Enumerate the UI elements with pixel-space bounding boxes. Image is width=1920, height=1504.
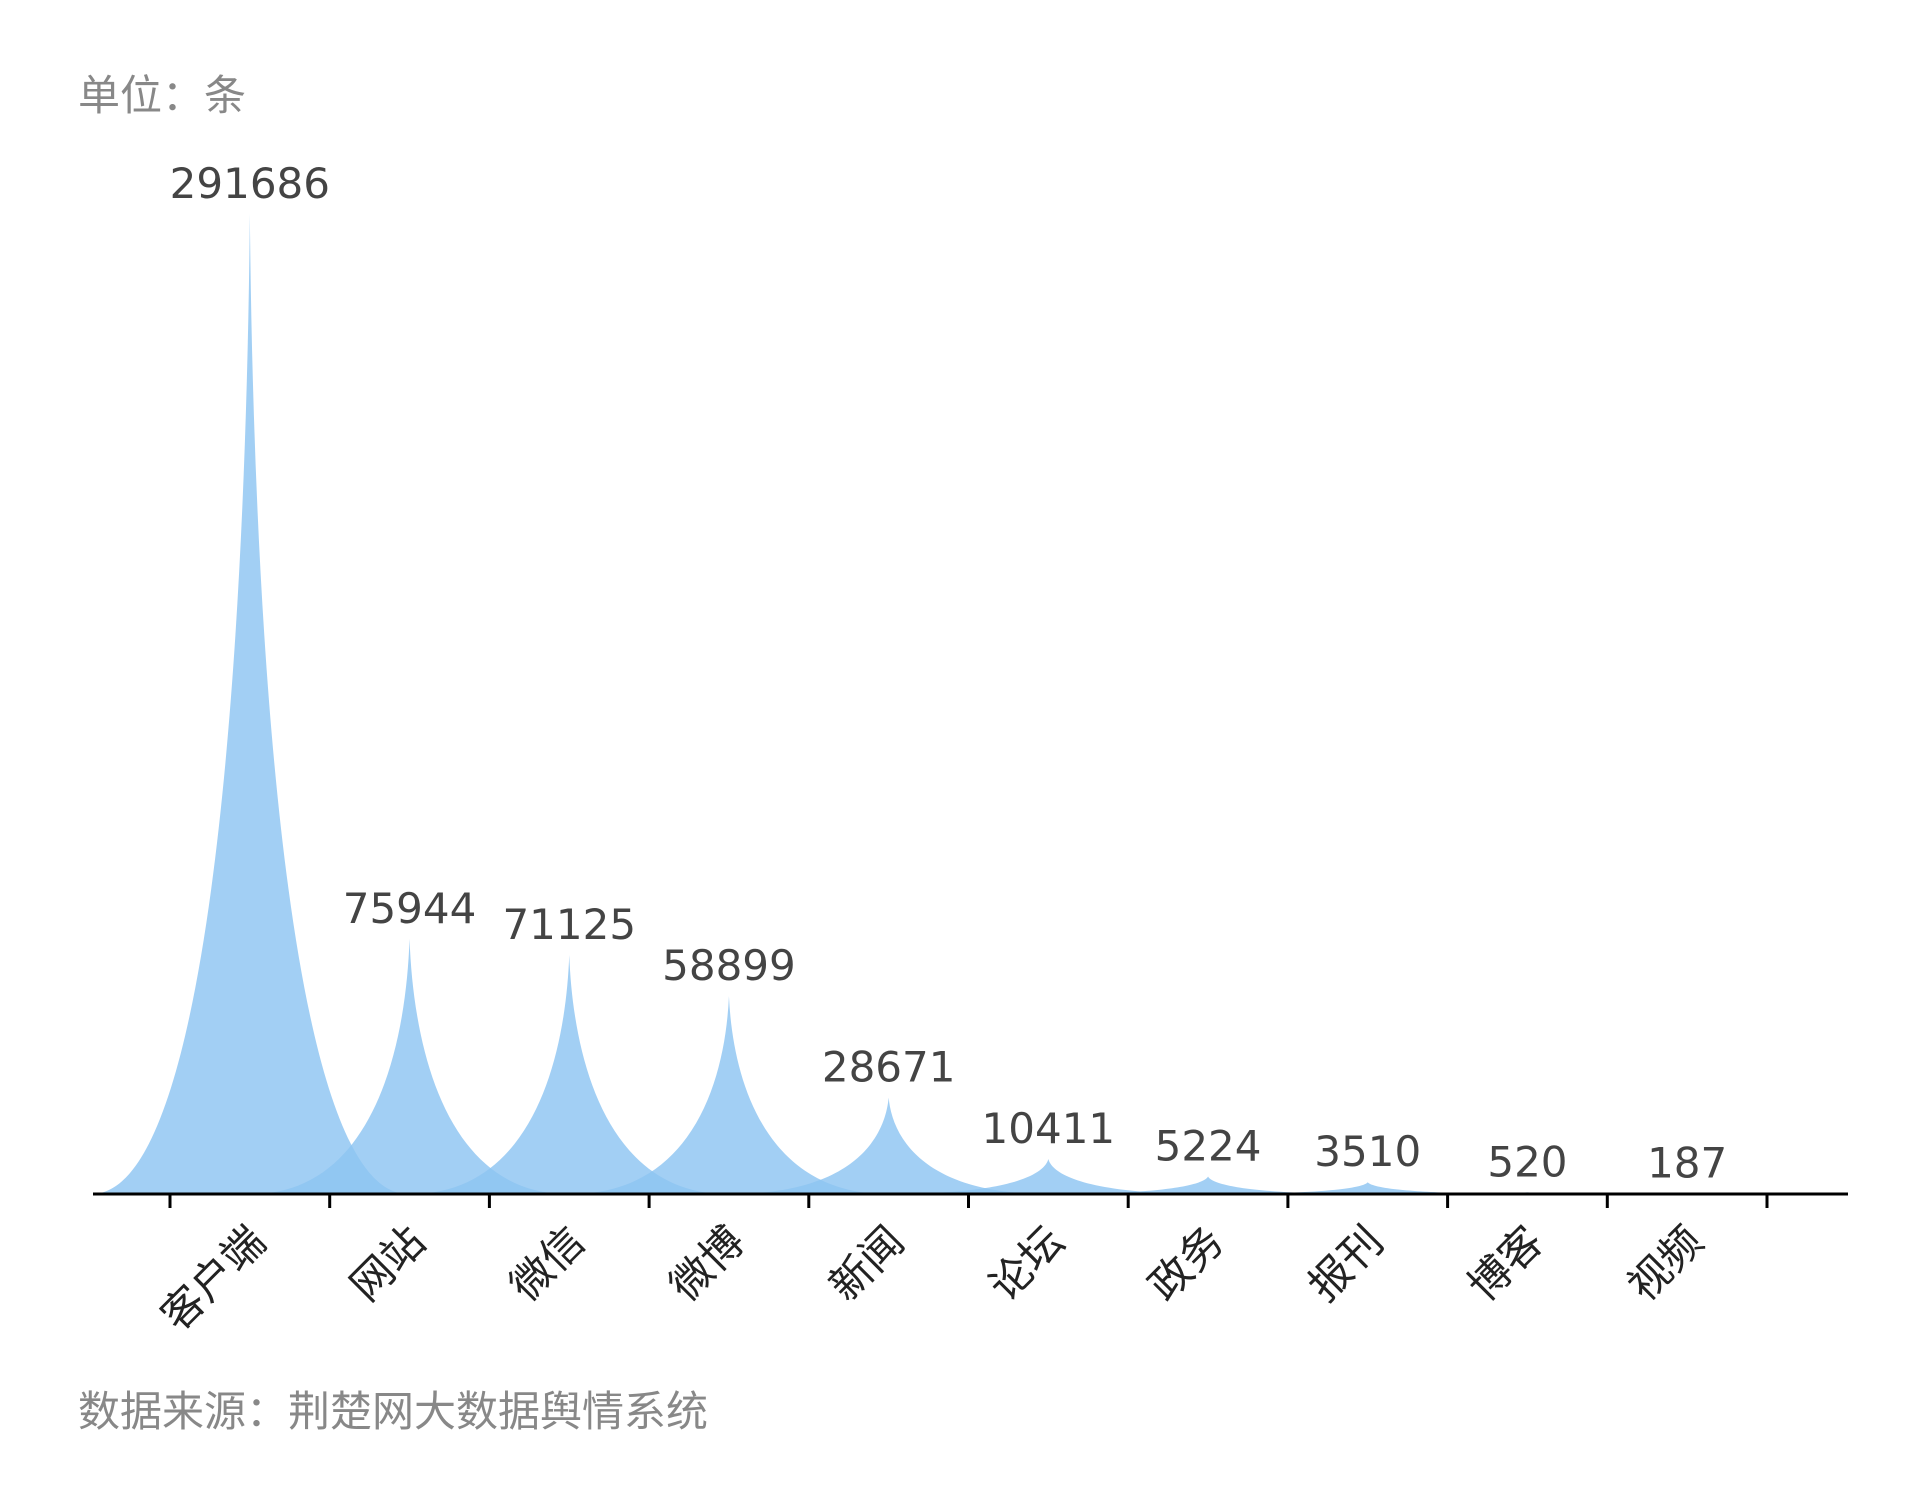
category-label: 报刊 (1299, 1216, 1393, 1310)
category-label: 政务 (1139, 1216, 1233, 1310)
peak-bar-8 (1209, 1182, 1526, 1194)
peak-bar-5 (730, 1097, 1047, 1194)
category-label: 新闻 (820, 1216, 914, 1310)
category-label: 博客 (1458, 1216, 1552, 1310)
peak-bar-7 (1050, 1176, 1367, 1194)
value-label: 3510 (1314, 1127, 1421, 1176)
category-label: 网站 (341, 1216, 435, 1310)
peak-bar-2 (251, 938, 568, 1194)
value-label: 58899 (662, 941, 796, 990)
value-labels: 291686 75944 71125 58899 28671 10411 5224 3510 5… (170, 159, 1728, 1187)
x-axis-ticks (168, 1194, 1769, 1208)
value-label: 291686 (170, 159, 330, 208)
category-label: 论坛 (979, 1216, 1073, 1310)
value-label: 187 (1647, 1138, 1727, 1187)
value-label: 28671 (822, 1043, 956, 1092)
unit-label: 单位：条 (78, 71, 247, 120)
peak-bar-6 (890, 1159, 1207, 1194)
category-label: 微博 (660, 1216, 754, 1310)
value-label: 75944 (343, 884, 477, 933)
category-label: 客户端 (151, 1216, 275, 1340)
value-label: 10411 (982, 1104, 1116, 1153)
category-labels: 客户端 网站 微信 微博 新闻 论坛 政务 报刊 博客 视频 (151, 1216, 1712, 1340)
value-label: 5224 (1155, 1121, 1262, 1170)
value-label: 520 (1487, 1137, 1567, 1186)
value-label: 71125 (502, 900, 636, 949)
peak-bar-1 (91, 214, 408, 1194)
peak-series (91, 214, 1846, 1194)
source-label: 数据来源：荆楚网大数据舆情系统 (78, 1387, 709, 1436)
category-label: 视频 (1618, 1216, 1712, 1310)
peak-bar-4 (570, 996, 887, 1194)
peak-bar-3 (411, 955, 728, 1194)
category-label: 微信 (500, 1216, 594, 1310)
